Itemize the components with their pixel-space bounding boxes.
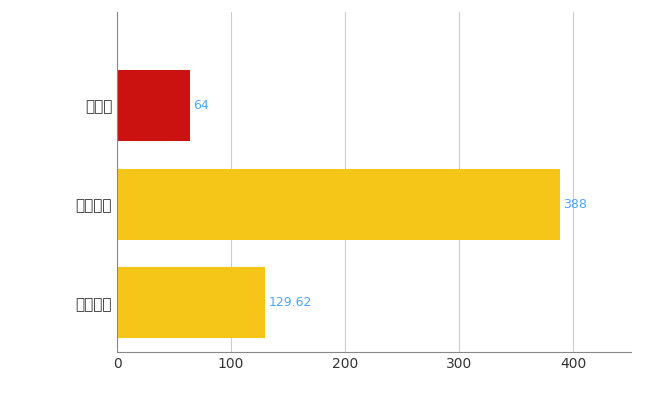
Text: 64: 64 xyxy=(194,99,209,112)
Text: 388: 388 xyxy=(563,198,587,211)
Bar xyxy=(117,169,560,240)
Text: 129.62: 129.62 xyxy=(268,296,312,309)
Bar xyxy=(117,267,265,338)
Bar xyxy=(117,70,190,141)
